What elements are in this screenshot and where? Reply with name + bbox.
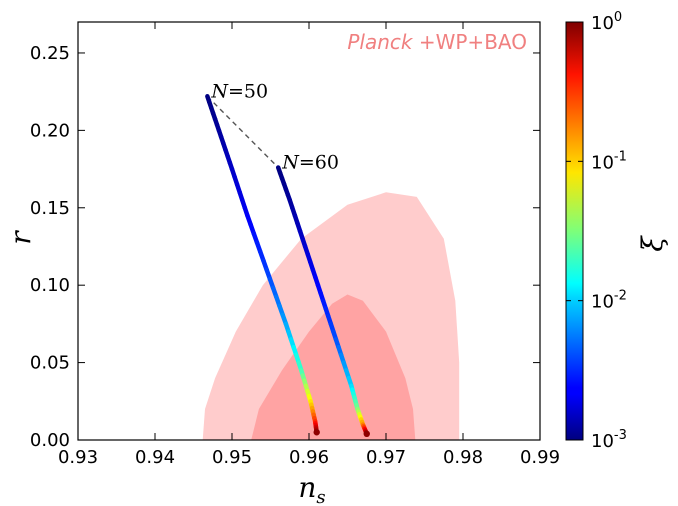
y-axis-title: r xyxy=(4,230,37,245)
annotation-N60-eq: = xyxy=(299,152,315,174)
colorbar-tick-exp: -3 xyxy=(614,428,627,443)
colorbar-tick-exp: 0 xyxy=(614,10,622,25)
colorbar-tick-base: 10 xyxy=(591,431,614,452)
x-tick-label: 0.95 xyxy=(212,447,252,468)
plot-area xyxy=(202,94,460,440)
y-tick-label: 0.20 xyxy=(30,120,70,141)
y-tick-label: 0.10 xyxy=(30,275,70,296)
colorbar-tick-base: 10 xyxy=(591,13,614,34)
colorbar-gradient xyxy=(565,21,584,441)
x-axis-title-sub: s xyxy=(316,487,325,506)
legend-italic: Planck xyxy=(347,30,414,54)
axis-ticks: 0.93 0.94 0.95 0.96 0.97 0.98 0.99 0.00 0.05 0.10… xyxy=(30,22,560,468)
n-connector-dashed xyxy=(206,95,279,169)
y-tick-label: 0.25 xyxy=(30,43,70,64)
colorbar-tick-exp: -2 xyxy=(614,289,627,304)
x-tick-label: 0.97 xyxy=(366,447,406,468)
x-tick-label: 0.96 xyxy=(289,447,329,468)
colorbar-tick-exp: -1 xyxy=(614,149,627,164)
contour-68pct xyxy=(251,294,416,440)
y-tick-label: 0.00 xyxy=(30,430,70,451)
annotation-N50-var: N xyxy=(210,80,229,102)
x-axis-title: ns xyxy=(298,471,325,506)
colorbar-tick-base: 10 xyxy=(591,152,614,173)
colorbar-tick-label: 100 xyxy=(591,10,622,34)
y-tick-label: 0.15 xyxy=(30,198,70,219)
annotation-N60-value: 60 xyxy=(315,152,339,174)
series-N50-endpoint xyxy=(313,429,320,436)
legend-label: Planck +WP+BAO xyxy=(347,30,527,54)
x-tick-label: 0.93 xyxy=(58,447,98,468)
colorbar-tick-label: 10-2 xyxy=(591,289,627,313)
annotations: N=50N=60 xyxy=(210,80,339,173)
annotation-N60: N=60 xyxy=(281,152,339,174)
annotation-N60-var: N xyxy=(281,152,300,174)
x-axis-title-base: n xyxy=(298,471,316,504)
colorbar-tick-label: 10-3 xyxy=(591,428,627,452)
annotation-N50-eq: = xyxy=(228,80,244,102)
legend-rest: +WP+BAO xyxy=(412,30,527,54)
annotation-N50: N=50 xyxy=(210,80,268,102)
annotation-N50-value: 50 xyxy=(244,80,268,102)
colorbar-title: ξ xyxy=(636,235,669,252)
x-tick-label: 0.94 xyxy=(135,447,175,468)
colorbar-tick-base: 10 xyxy=(591,292,614,313)
series-N60-endpoint xyxy=(363,430,370,438)
colorbar-tick-label: 10-1 xyxy=(591,149,627,173)
series-N60 xyxy=(275,165,370,438)
x-tick-label: 0.98 xyxy=(443,447,483,468)
series-N50 xyxy=(205,94,320,436)
y-tick-label: 0.05 xyxy=(30,353,70,374)
x-tick-label: 0.99 xyxy=(520,447,560,468)
